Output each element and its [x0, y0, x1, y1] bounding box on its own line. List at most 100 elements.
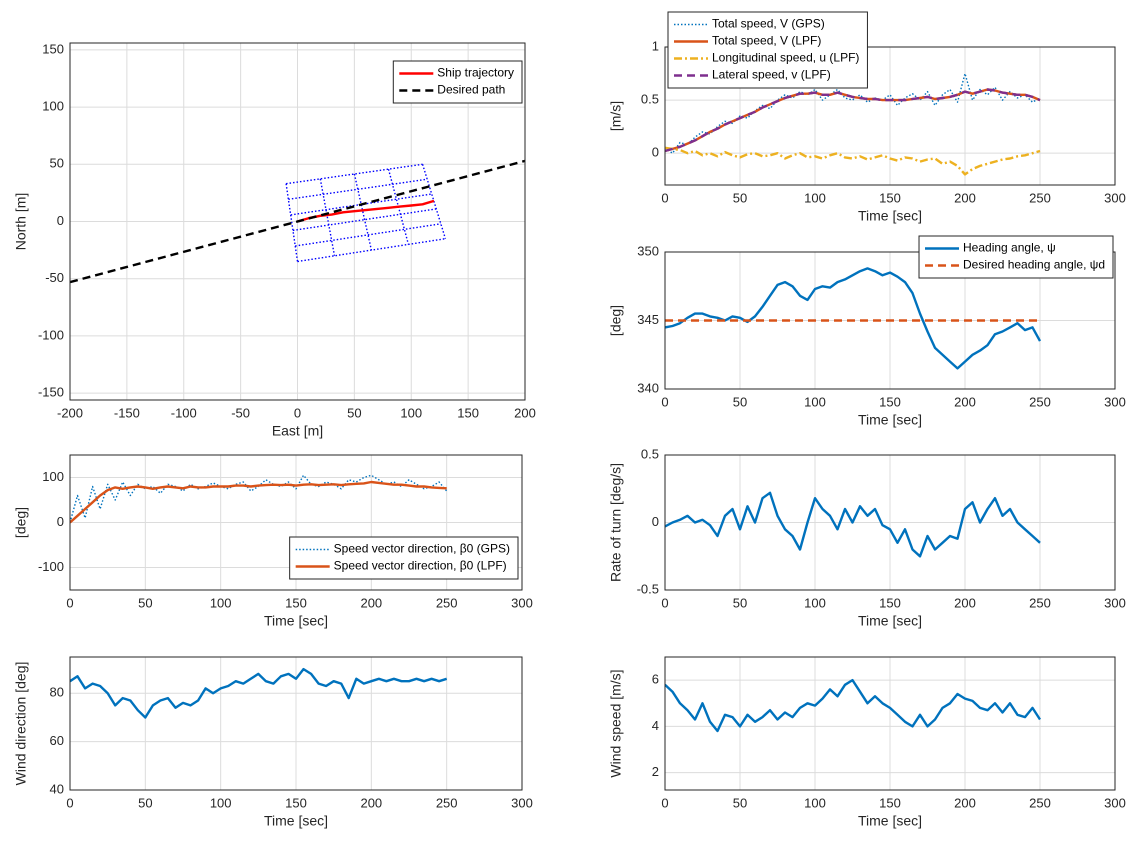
x-tick-label: 50 [733, 595, 747, 610]
data-line [70, 480, 447, 524]
y-axis-label: [deg] [608, 305, 624, 336]
x-tick-label: 250 [436, 795, 458, 810]
x-axis-label: East [m] [272, 423, 323, 439]
x-tick-label: 0 [661, 394, 668, 409]
x-tick-label: 150 [457, 405, 479, 420]
x-tick-label: 100 [804, 394, 826, 409]
chart-panel: -200 -150 -100 -50 0 50 100 150 200 -150 -100 -50 0 5… [13, 41, 536, 438]
x-tick-label: 0 [294, 405, 301, 420]
legend-box [918, 235, 1114, 279]
y-tick-label: 4 [652, 718, 659, 733]
data-line [319, 178, 336, 256]
x-tick-label: -50 [231, 405, 250, 420]
data-line [297, 199, 435, 223]
x-tick-label: 200 [954, 190, 976, 205]
y-axis-label: North [m] [13, 193, 29, 251]
x-tick-label: 100 [804, 795, 826, 810]
y-tick-label: -0.5 [637, 581, 659, 596]
x-tick-label: 150 [285, 795, 307, 810]
x-tick-label: 150 [285, 595, 307, 610]
x-tick-label: 50 [347, 405, 361, 420]
x-axis-label: Time [sec] [858, 813, 922, 829]
x-tick-label: 300 [1104, 394, 1126, 409]
legend-label: Longitudinal speed, u (LPF) [712, 51, 859, 65]
x-tick-label: 200 [360, 795, 382, 810]
x-tick-label: 300 [1104, 595, 1126, 610]
x-tick-label: -100 [171, 405, 197, 420]
legend-label: Speed vector direction, β0 (LPF) [334, 559, 507, 573]
axes-box [664, 251, 1116, 390]
x-tick-label: 100 [210, 595, 232, 610]
axes-box [69, 454, 523, 591]
y-tick-label: 345 [637, 312, 659, 327]
axes-box [69, 42, 526, 401]
series-group [70, 667, 448, 719]
x-tick-label: 100 [804, 595, 826, 610]
x-tick-label: 250 [436, 595, 458, 610]
chart-panel: 0 50 100 150 200 250 300 40 60 80 Time [sec] Wind d… [13, 656, 533, 829]
y-tick-label: 0.5 [641, 92, 659, 107]
data-line [70, 667, 448, 719]
x-tick-label: 0 [66, 595, 73, 610]
y-tick-label: 100 [42, 469, 64, 484]
legend: Total speed, V (GPS) Total speed, V (LPF)… [667, 11, 868, 89]
series-group [70, 474, 448, 524]
x-tick-label: 150 [879, 190, 901, 205]
y-tick-label: -150 [38, 385, 64, 400]
series-group [665, 72, 1041, 176]
axes-box [664, 454, 1116, 591]
y-tick-label: 350 [637, 243, 659, 258]
x-tick-label: 250 [1029, 595, 1051, 610]
x-tick-label: 200 [954, 795, 976, 810]
x-tick-label: 100 [400, 405, 422, 420]
y-tick-label: -50 [45, 270, 64, 285]
legend-box [289, 536, 519, 580]
x-tick-label: 150 [879, 595, 901, 610]
y-tick-label: 60 [50, 733, 64, 748]
x-tick-label: 200 [514, 405, 536, 420]
legend: Heading angle, ψ Desired heading angle, ψ… [918, 235, 1114, 279]
y-tick-label: 6 [652, 672, 659, 687]
y-tick-label: -100 [38, 559, 64, 574]
y-tick-label: 0 [57, 514, 64, 529]
x-tick-label: 200 [954, 394, 976, 409]
data-line [353, 173, 373, 251]
series-group [665, 678, 1042, 733]
x-axis-label: Time [sec] [858, 412, 922, 428]
y-axis-label: Wind direction [deg] [13, 662, 29, 786]
y-tick-label: 100 [42, 99, 64, 114]
x-tick-label: 150 [879, 394, 901, 409]
axes-box [664, 46, 1116, 186]
y-tick-label: -100 [38, 327, 64, 342]
x-tick-label: 300 [511, 795, 533, 810]
x-tick-label: 250 [1029, 394, 1051, 409]
x-axis-label: Time [sec] [858, 208, 922, 224]
legend-label: Total speed, V (GPS) [712, 17, 825, 31]
data-line [665, 146, 1041, 176]
y-tick-label: 0 [652, 145, 659, 160]
chart-panel: 0 50 100 150 200 250 300 2 4 6 Time [sec] Wind spee… [608, 656, 1126, 829]
data-line [285, 183, 299, 262]
axes-box [664, 656, 1116, 791]
y-tick-label: 0.5 [641, 446, 659, 461]
legend-label: Ship trajectory [437, 66, 514, 80]
y-tick-label: 340 [637, 380, 659, 395]
series-group [665, 267, 1042, 370]
x-tick-label: 50 [733, 394, 747, 409]
x-tick-label: 200 [360, 595, 382, 610]
x-tick-label: 100 [210, 795, 232, 810]
x-tick-label: 0 [661, 795, 668, 810]
y-axis-label: [m/s] [608, 101, 624, 131]
legend-label: Desired path [437, 83, 505, 97]
x-tick-label: -200 [57, 405, 83, 420]
x-axis-label: Time [sec] [264, 813, 328, 829]
y-axis-label: Wind speed [m/s] [608, 669, 624, 777]
x-tick-label: 50 [733, 795, 747, 810]
x-tick-label: 50 [138, 595, 152, 610]
x-tick-label: 250 [1029, 190, 1051, 205]
data-line [665, 491, 1041, 558]
y-tick-label: 150 [42, 41, 64, 56]
chart-panel: 0 50 100 150 200 250 300 340 345 350 Time [sec] [de… [608, 235, 1126, 428]
